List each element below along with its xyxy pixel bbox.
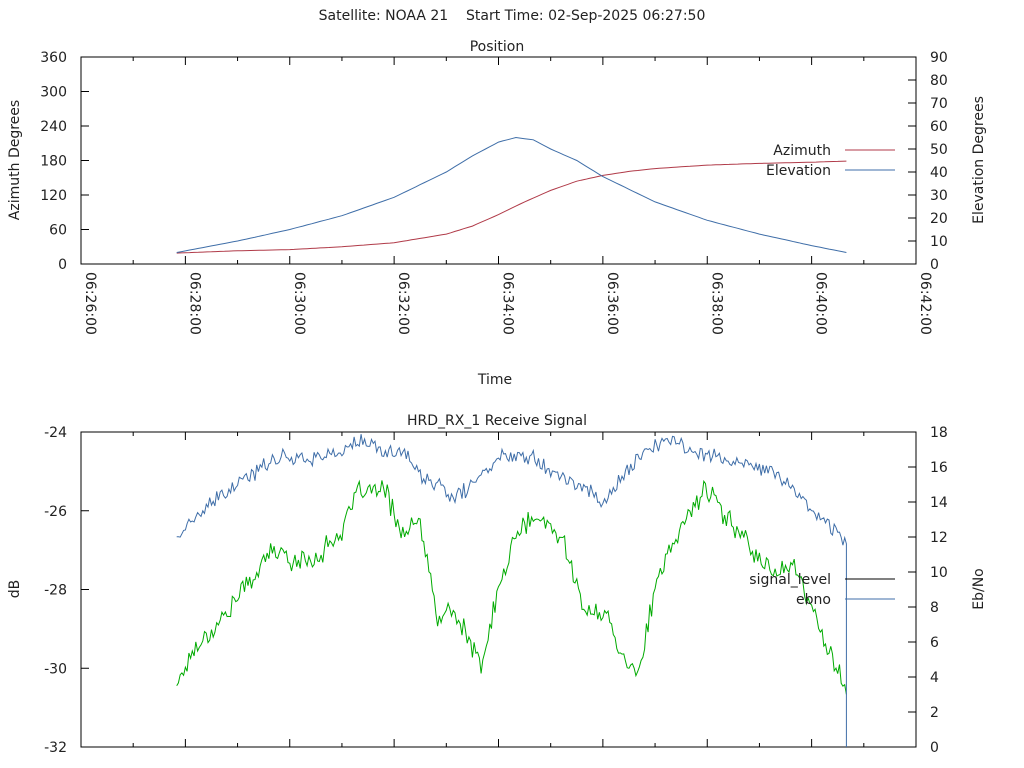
position-y2-axis-label: Elevation Degrees [971,96,987,224]
position-plot-frame [80,56,917,265]
receive-signal-y-tick-label: -26 [44,504,67,520]
position-y-tick-label: 240 [40,119,67,135]
position-y-axis-label: Azimuth Degrees [7,100,23,220]
position-x-tick-label: 06:26:00 [82,272,98,335]
position-y-tick-label: 300 [40,85,67,101]
position-y2-tick-label: 70 [930,96,948,112]
start-time: Start Time: 02-Sep-2025 06:27:50 [466,8,706,24]
position-y-tick-label: 0 [58,257,67,273]
receive-signal-series-ebno-line [176,434,847,747]
position-x-tick-label: 06:30:00 [291,272,307,335]
position-series-azimuth-line [176,160,847,254]
receive-signal-y2-tick-label: 12 [930,530,948,546]
position-y-tick-label: 180 [40,154,67,170]
position-x-tick-label: 06:42:00 [917,272,933,335]
position-y2-tick-label: 0 [930,257,939,273]
position-chart: Position Azimuth Degrees Elevation Degre… [7,39,987,388]
receive-signal-series-signal-level-line [176,479,847,695]
receive-signal-y2-tick-label: 14 [930,495,948,511]
position-x-axis-label: Time [477,372,512,388]
position-y-tick-label: 120 [40,188,67,204]
receive-signal-y2-tick-label: 18 [930,425,948,441]
position-y2-tick-label: 20 [930,211,948,227]
position-y-tick-label: 60 [49,223,67,239]
receive-signal-legend-label-ebno: ebno [796,592,831,608]
receive-signal-y2-tick-label: 10 [930,565,948,581]
position-y2-tick-label: 60 [930,119,948,135]
position-y2-tick-label: 10 [930,234,948,250]
position-legend-label-elevation: Elevation [766,163,831,179]
receive-signal-y2-tick-label: 16 [930,460,948,476]
position-y2-tick-label: 40 [930,165,948,181]
receive-signal-chart: HRD_RX_1 Receive Signal dB Eb/No -24 -26 -… [7,413,987,756]
position-y2-tick-label: 30 [930,188,948,204]
receive-signal-y2-axis-label: Eb/No [971,568,987,610]
position-x-tick-label: 06:40:00 [813,272,829,335]
receive-signal-y-axis-label: dB [7,580,23,599]
receive-signal-plot-frame [80,431,917,748]
receive-signal-y2-tick-label: 2 [930,705,939,721]
position-x-tick-label: 06:32:00 [395,272,411,335]
position-legend-label-azimuth: Azimuth [773,143,831,159]
receive-signal-y2-tick-label: 0 [930,740,939,756]
position-y-tick-label: 360 [40,50,67,66]
receive-signal-chart-title: HRD_RX_1 Receive Signal [407,413,587,429]
position-x-tick-label: 06:38:00 [708,272,724,335]
receive-signal-y2-tick-label: 6 [930,635,939,651]
position-x-tick-label: 06:34:00 [500,272,516,335]
receive-signal-y-tick-label: -32 [44,740,67,756]
position-y2-tick-label: 50 [930,142,948,158]
receive-signal-legend-label-signal-level: signal_level [749,572,831,588]
receive-signal-y2-tick-label: 4 [930,670,939,686]
receive-signal-y-tick-label: -28 [44,583,67,599]
position-series-elevation-line [176,136,847,253]
page-title: Satellite: NOAA 21 Start Time: 02-Sep-20… [0,8,1024,24]
position-chart-title: Position [470,39,525,55]
receive-signal-y-tick-label: -30 [44,661,67,677]
receive-signal-y2-tick-label: 8 [930,600,939,616]
position-y2-tick-label: 90 [930,50,948,66]
position-x-tick-label: 06:28:00 [186,272,202,335]
satellite-name: Satellite: NOAA 21 [318,8,449,24]
position-y2-tick-label: 80 [930,73,948,89]
receive-signal-y-tick-label: -24 [44,425,67,441]
position-x-tick-label: 06:36:00 [604,272,620,335]
